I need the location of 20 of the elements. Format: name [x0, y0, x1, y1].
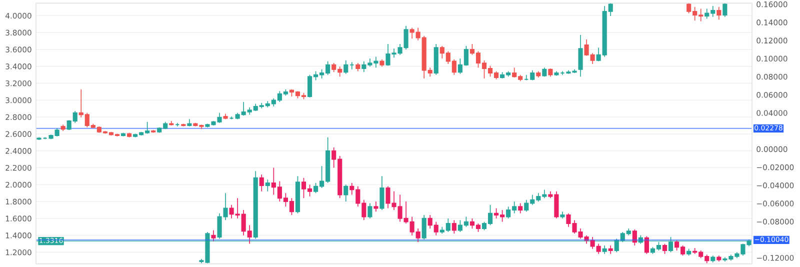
candlestick — [259, 174, 264, 192]
candlestick — [578, 34, 583, 78]
candlestick — [368, 202, 372, 219]
candlestick — [542, 67, 547, 78]
candlestick — [662, 243, 668, 254]
candlestick — [518, 202, 523, 214]
candlestick — [722, 3, 728, 18]
candlestick — [374, 201, 378, 212]
candlestick — [344, 184, 348, 202]
candlestick — [632, 228, 637, 246]
candlestick — [644, 236, 649, 254]
candlestick — [344, 60, 348, 74]
candlestick — [265, 179, 270, 192]
candlestick — [716, 6, 722, 20]
candlestick — [452, 220, 456, 234]
candlestick — [668, 236, 674, 253]
candlestick — [380, 176, 384, 210]
candlestick — [530, 70, 535, 81]
candlestick — [422, 214, 426, 240]
candlestick — [211, 230, 216, 242]
